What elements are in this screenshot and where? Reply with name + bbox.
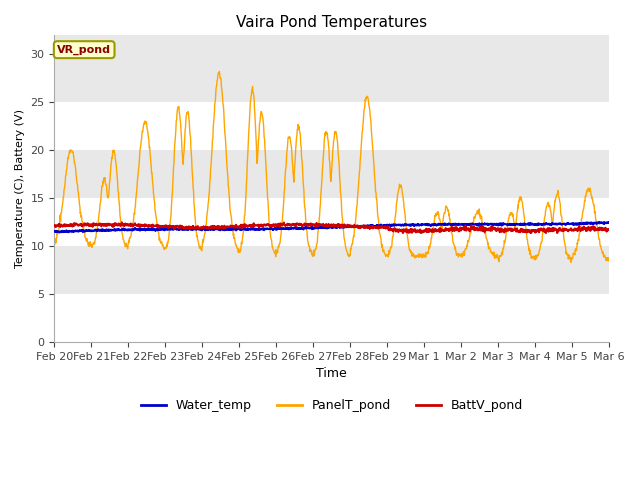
Bar bbox=[54, 294, 609, 342]
Line: PanelT_pond: PanelT_pond bbox=[54, 72, 609, 263]
Bar bbox=[54, 102, 609, 150]
PanelT_pond bbox=[567, 260, 575, 265]
Water_temp bbox=[419, 222, 426, 228]
Text: VR_pond: VR_pond bbox=[57, 45, 111, 55]
Water_temp bbox=[161, 227, 168, 232]
PanelT_pond bbox=[236, 249, 244, 254]
Water_temp bbox=[491, 222, 499, 228]
BattV_pond bbox=[118, 219, 125, 225]
Water_temp bbox=[236, 227, 244, 233]
X-axis label: Time: Time bbox=[316, 367, 347, 380]
Line: BattV_pond: BattV_pond bbox=[54, 222, 609, 233]
BattV_pond bbox=[236, 224, 244, 230]
BattV_pond bbox=[527, 230, 534, 236]
Line: Water_temp: Water_temp bbox=[54, 222, 609, 232]
PanelT_pond bbox=[161, 247, 168, 252]
Water_temp bbox=[605, 219, 613, 225]
BattV_pond bbox=[605, 227, 613, 232]
BattV_pond bbox=[51, 223, 58, 228]
PanelT_pond bbox=[540, 223, 547, 228]
Bar bbox=[54, 198, 609, 246]
Water_temp bbox=[540, 221, 547, 227]
BattV_pond bbox=[161, 224, 168, 230]
Water_temp bbox=[56, 229, 63, 235]
Title: Vaira Pond Temperatures: Vaira Pond Temperatures bbox=[236, 15, 428, 30]
PanelT_pond bbox=[51, 242, 58, 248]
Water_temp bbox=[174, 226, 182, 232]
Water_temp bbox=[600, 219, 608, 225]
PanelT_pond bbox=[419, 254, 426, 260]
PanelT_pond bbox=[174, 105, 182, 111]
Water_temp bbox=[51, 228, 58, 234]
PanelT_pond bbox=[605, 257, 613, 263]
Legend: Water_temp, PanelT_pond, BattV_pond: Water_temp, PanelT_pond, BattV_pond bbox=[136, 394, 528, 417]
BattV_pond bbox=[491, 227, 499, 232]
Y-axis label: Temperature (C), Battery (V): Temperature (C), Battery (V) bbox=[15, 109, 25, 268]
PanelT_pond bbox=[491, 255, 499, 261]
PanelT_pond bbox=[216, 69, 223, 74]
BattV_pond bbox=[174, 224, 182, 229]
BattV_pond bbox=[419, 228, 426, 234]
BattV_pond bbox=[540, 228, 548, 234]
